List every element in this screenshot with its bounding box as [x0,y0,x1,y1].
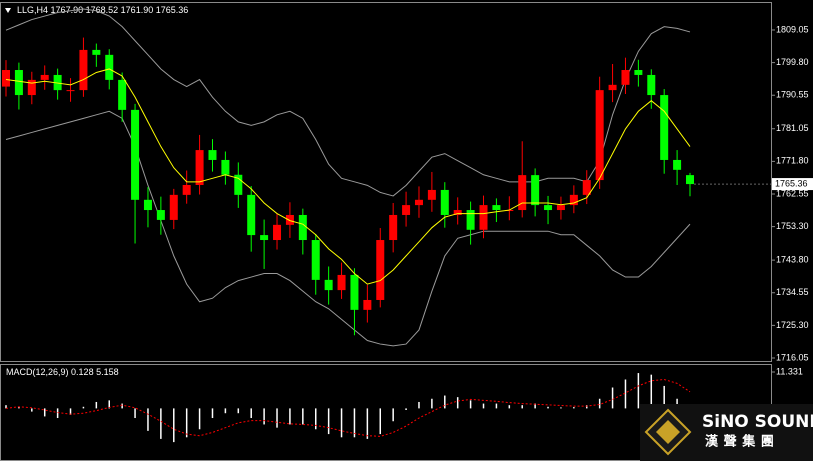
y-tick-label: 1790.55 [776,90,809,100]
candle-body [660,95,669,160]
macd-header: MACD(12,26,9) 0.128 5.158 [6,367,119,377]
candle-body [363,299,372,310]
candle-body [298,214,307,241]
candle-body [143,199,152,211]
price-marker-label: 1765.36 [775,178,808,188]
candle-body [156,210,165,220]
logo-brand: SiNO SOUND [702,412,813,432]
y-tick-label: 1734.55 [776,287,809,297]
candle-body [389,214,398,241]
open-label: 1767.90 [51,5,84,15]
moving-average [5,68,691,285]
bollinger-upper [5,8,691,197]
candle-body [182,184,191,195]
candle-body [40,74,49,80]
bollinger-lower [5,110,691,347]
candle-body [531,175,540,206]
candle-body [105,54,114,80]
y-tick-label: 1762.55 [776,188,809,198]
candle-body [247,194,256,236]
y-tick-label: 1725.30 [776,320,809,330]
candle-body [647,74,656,96]
candle-body [131,109,140,200]
candle-body [440,189,449,215]
y-tick-label: 1809.05 [776,24,809,34]
candle-body [634,70,643,75]
candle-body [518,175,527,211]
candle-body [376,240,385,300]
candle-body [492,205,501,211]
candle-body [118,79,127,110]
logo-subtitle: 漢 聲 集 團 [705,433,775,448]
high-label: 1768.52 [86,5,119,15]
candle-body [453,210,462,215]
logo: SiNO SOUND 漢 聲 集 團 [640,404,813,461]
candle-body [234,174,243,195]
candle-body [337,274,346,291]
candle-body [260,235,269,241]
low-label: 1761.90 [121,5,154,15]
symbol: LLG,H4 [17,5,48,15]
candle-body [92,49,101,55]
candle-body [569,194,578,206]
y-tick-label: 1771.80 [776,156,809,166]
candle-body [285,214,294,225]
candle-body [414,199,423,206]
macd-signal: 5.158 [96,367,119,377]
candle-body [621,70,630,85]
candle-body [402,205,411,215]
candle-body [556,205,565,211]
candle-body [14,70,23,96]
candle-body [608,84,617,91]
y-tick-label: 1799.80 [776,57,809,67]
macd-name: MACD(12,26,9) [6,367,69,377]
main-panel [0,2,772,362]
chart-header: LLG,H4 1767.90 1768.52 1761.90 1765.36 [17,5,188,15]
candle-body [311,240,320,280]
candle-body [208,150,217,160]
candle-body [466,210,475,230]
candle-body [195,150,204,185]
candle-body [66,90,75,92]
logo-icon-inner [656,420,680,444]
candle-body [169,194,178,220]
y-tick-label: 1753.30 [776,221,809,231]
candle-body [350,274,359,310]
candle-body [686,175,694,185]
candle-body [221,159,230,175]
candle-body [53,74,62,91]
y-tick-label: 1781.05 [776,123,809,133]
candle-body [2,70,10,87]
candle-body [273,224,282,241]
candle-body [79,49,88,91]
candle-body [27,79,36,96]
macd-signal-line [5,378,691,437]
candle-body [544,205,553,211]
y-tick-label: 1743.80 [776,255,809,265]
menu-arrow[interactable] [5,8,11,13]
candle-body [427,189,436,200]
candle-body [595,90,604,181]
candle-body [582,180,591,195]
close-label: 1765.36 [156,5,189,15]
candle-body [479,205,488,230]
macd-tick-label: 11.331 [776,366,803,376]
candle-body [324,279,333,291]
macd-main: 0.128 [71,367,94,377]
price-marker [772,178,813,191]
candle-body [673,159,682,170]
y-tick-label: 1716.05 [776,352,809,362]
